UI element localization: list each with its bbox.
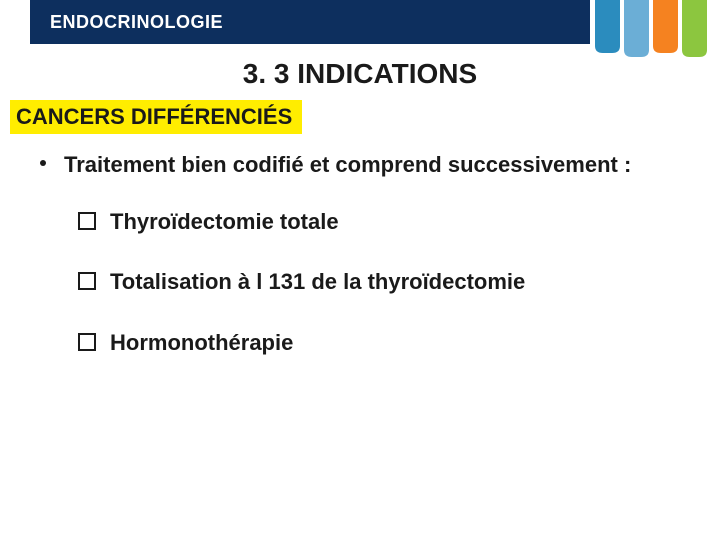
check-text: Totalisation à l 131 de la thyroïdectomi… bbox=[110, 268, 525, 297]
header-label: ENDOCRINOLOGIE bbox=[50, 12, 223, 33]
check-text: Thyroïdectomie totale bbox=[110, 208, 339, 237]
check-row: Thyroïdectomie totale bbox=[78, 208, 680, 237]
ribbon-stripe-3 bbox=[653, 0, 678, 53]
check-text: Hormonothérapie bbox=[110, 329, 293, 358]
ribbon-stripe-2 bbox=[624, 0, 649, 57]
ribbon-stripe-4 bbox=[682, 0, 707, 57]
checkbox-icon bbox=[78, 212, 96, 230]
check-row: Hormonothérapie bbox=[78, 329, 680, 358]
bullet-dot-icon bbox=[40, 160, 46, 166]
bullet-text: Traitement bien codifié et comprend succ… bbox=[64, 150, 631, 180]
checkbox-icon bbox=[78, 333, 96, 351]
ribbon-stripe-1 bbox=[595, 0, 620, 53]
content-area: Traitement bien codifié et comprend succ… bbox=[40, 150, 680, 389]
subtitle-highlight: CANCERS DIFFÉRENCIÉS bbox=[10, 100, 302, 134]
header-bar: ENDOCRINOLOGIE bbox=[30, 0, 590, 44]
bullet-row: Traitement bien codifié et comprend succ… bbox=[40, 150, 680, 180]
page-title: 3. 3 INDICATIONS bbox=[0, 58, 720, 90]
ribbon-decoration bbox=[590, 0, 720, 58]
checkbox-icon bbox=[78, 272, 96, 290]
check-row: Totalisation à l 131 de la thyroïdectomi… bbox=[78, 268, 680, 297]
